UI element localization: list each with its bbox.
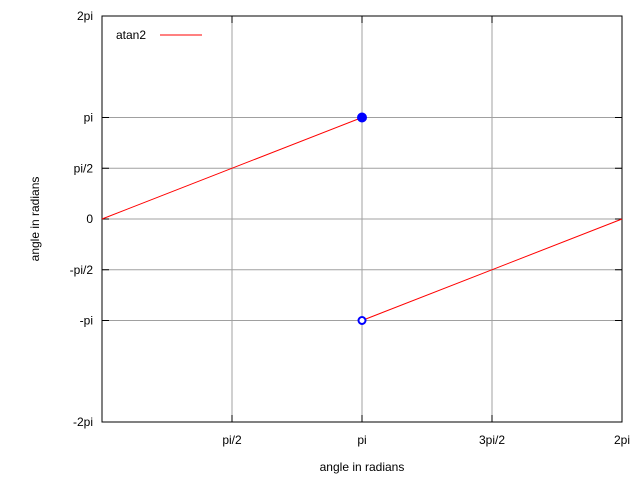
- y-tick-label: 2pi: [77, 9, 93, 23]
- legend-label: atan2: [116, 28, 146, 42]
- y-tick-label: -2pi: [73, 415, 93, 429]
- y-tick-label: -pi/2: [70, 263, 94, 277]
- filled-marker: [357, 112, 367, 123]
- axis-ticks: 2pi pi pi/2 0 -pi/2 -pi -2pi pi/2 pi 3pi/2 2pi: [70, 9, 630, 447]
- open-marker: [357, 316, 367, 325]
- y-tick-label: 0: [86, 212, 93, 226]
- y-tick-label: pi: [84, 111, 93, 125]
- legend: atan2: [116, 28, 202, 42]
- discontinuity-markers: [357, 112, 367, 325]
- y-axis-label: angle in radians: [28, 177, 42, 262]
- series-lines: [101, 117, 623, 321]
- series-line-segment: [361, 218, 623, 321]
- x-axis-label: angle in radians: [320, 460, 405, 474]
- x-tick-label: pi/2: [222, 433, 242, 447]
- series-line-segment: [101, 117, 363, 220]
- x-tick-label: 2pi: [614, 433, 630, 447]
- x-tick-label: pi: [357, 433, 366, 447]
- x-tick-label: 3pi/2: [479, 433, 505, 447]
- y-tick-label: pi/2: [74, 161, 94, 175]
- y-tick-label: -pi: [80, 314, 93, 328]
- grid: [102, 15, 622, 423]
